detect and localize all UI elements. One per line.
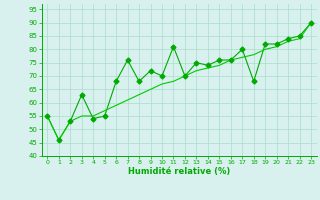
X-axis label: Humidité relative (%): Humidité relative (%) xyxy=(128,167,230,176)
